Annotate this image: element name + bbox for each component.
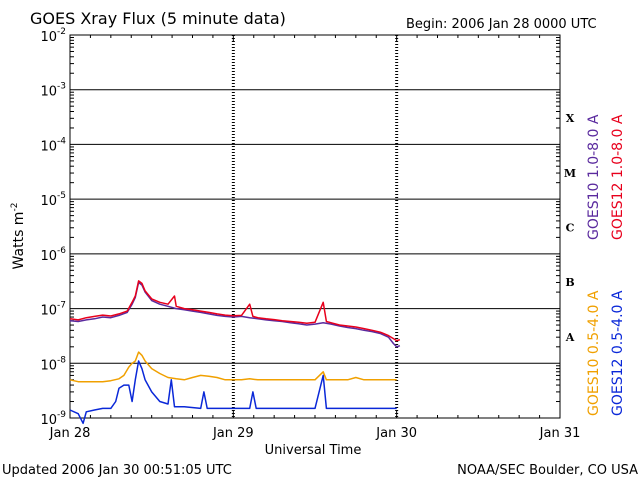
- legend-entry: GOES12 1.0-8.0 A: [610, 114, 626, 240]
- series-line: [69, 351, 397, 383]
- flare-class-labels: X M C B A: [564, 112, 576, 344]
- flare-class-label: X: [566, 112, 575, 125]
- series-line: [69, 281, 401, 348]
- y-tick-label: 10-4: [40, 136, 66, 154]
- y-tick-label: 10-2: [40, 27, 66, 45]
- x-tick-label: Jan 31: [539, 426, 581, 441]
- legend: GOES10 1.0-8.0 A GOES12 1.0-8.0 A GOES10 0…: [586, 114, 626, 416]
- series-line: [69, 280, 401, 342]
- plot-frame: [69, 34, 561, 419]
- x-tick-label: Jan 28: [49, 426, 91, 441]
- y-tick-labels: 10-2 10-3 10-4 10-5 10-6 10-7 10-8 10-9: [40, 27, 66, 428]
- flare-class-label: B: [565, 276, 574, 289]
- y-axis-label-sup: -2: [10, 203, 20, 212]
- footer-source: NOAA/SEC Boulder, CO USA: [457, 463, 638, 478]
- series-line: [69, 360, 397, 425]
- y-tick-label: 10-9: [40, 410, 66, 428]
- series-lines: [69, 280, 401, 425]
- y-axis-label: Watts m-2: [10, 203, 27, 270]
- chart-title: GOES Xray Flux (5 minute data): [30, 9, 286, 28]
- legend-entry: GOES10 0.5-4.0 A: [586, 290, 602, 416]
- footer-updated: Updated 2006 Jan 30 00:51:05 UTC: [2, 463, 232, 478]
- flare-class-label: M: [564, 167, 576, 180]
- begin-label: Begin: 2006 Jan 28 0000 UTC: [406, 17, 597, 32]
- legend-entry: GOES10 1.0-8.0 A: [586, 114, 602, 240]
- legend-entry: GOES12 0.5-4.0 A: [610, 290, 626, 416]
- y-tick-label: 10-3: [40, 82, 66, 100]
- x-tick-label: Jan 30: [375, 426, 417, 441]
- flare-class-label: C: [566, 222, 575, 235]
- flare-class-label: A: [565, 331, 575, 344]
- y-tick-label: 10-7: [40, 301, 66, 319]
- x-tick-labels: Jan 28 Jan 29 Jan 30 Jan 31: [49, 426, 581, 441]
- plot-grid: [69, 34, 561, 419]
- y-tick-label: 10-6: [40, 246, 66, 264]
- y-tick-label: 10-5: [40, 191, 66, 209]
- x-tick-label: Jan 29: [212, 426, 254, 441]
- y-tick-label: 10-8: [40, 355, 66, 373]
- x-axis-label: Universal Time: [265, 443, 362, 458]
